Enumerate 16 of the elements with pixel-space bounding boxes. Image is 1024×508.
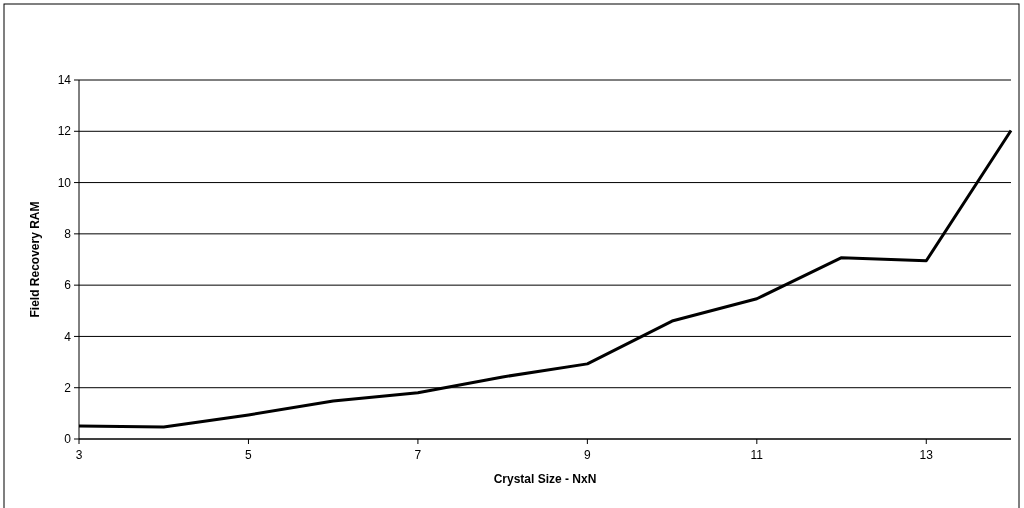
x-tick-label: 11 xyxy=(750,448,764,462)
y-tick-label: 0 xyxy=(64,432,72,447)
y-tick-label: 12 xyxy=(57,124,72,139)
x-tick-label: 9 xyxy=(584,448,592,462)
y-tick-label: 2 xyxy=(64,380,72,395)
x-tick-label: 13 xyxy=(919,448,934,462)
y-tick-label: 4 xyxy=(64,329,72,344)
y-tick-label: 10 xyxy=(57,175,72,190)
x-tick-label: 3 xyxy=(75,448,83,462)
x-tick-label: 5 xyxy=(245,448,253,462)
y-tick-label: 8 xyxy=(64,227,72,242)
x-tick-label: 7 xyxy=(414,448,422,462)
y-tick-label: 14 xyxy=(57,73,72,88)
y-axis-title: Field Recovery RAM xyxy=(28,201,42,318)
x-axis-title: Crystal Size - NxN xyxy=(493,472,597,486)
y-tick-label: 6 xyxy=(64,278,72,293)
